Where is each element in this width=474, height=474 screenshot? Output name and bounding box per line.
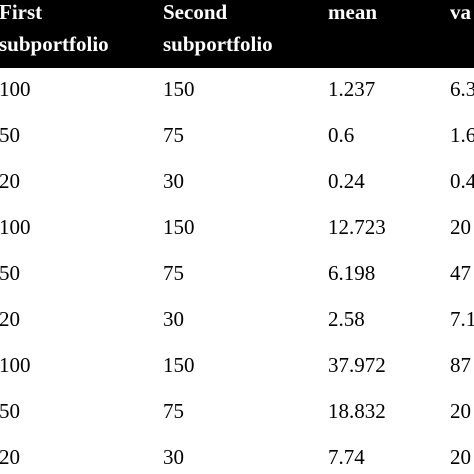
table-cell: 30 xyxy=(163,169,184,193)
table-cell: 75 xyxy=(163,399,184,423)
table-cell: 6.198 xyxy=(328,261,375,285)
table-cell: 37.972 xyxy=(328,353,386,377)
table-cell: 100 xyxy=(0,353,31,377)
table-cell: 18.832 xyxy=(328,399,386,423)
table-cell: 20 xyxy=(450,215,471,239)
header-cell: Second xyxy=(163,0,228,24)
table-cell: 50 xyxy=(0,399,20,423)
table-cell: 100 xyxy=(0,77,31,101)
table-cell: 20 xyxy=(450,445,471,469)
table-cell: 2.58 xyxy=(328,307,365,331)
table-cell: 6.3 xyxy=(450,77,474,101)
table-cell: 20 xyxy=(0,169,20,193)
table-cell: 30 xyxy=(163,307,184,331)
table-cell: 20 xyxy=(0,445,20,469)
table-cell: 20 xyxy=(0,307,20,331)
header-cell: mean xyxy=(328,0,377,24)
header-cell: va xyxy=(450,0,472,24)
header-cell: First xyxy=(0,0,42,24)
table-cell: 0.24 xyxy=(328,169,365,193)
table-cell: 150 xyxy=(163,215,195,239)
table-cell: 12.723 xyxy=(328,215,386,239)
table-cell: 7.1 xyxy=(450,307,474,331)
table-cell: 47 xyxy=(450,261,471,285)
table-cell: 1.6 xyxy=(450,123,474,147)
table-cell: 0.6 xyxy=(328,123,354,147)
header-cell: subportfolio xyxy=(0,32,109,56)
table-cell: 75 xyxy=(163,123,184,147)
table-cell: 100 xyxy=(0,215,31,239)
table-cell: 87 xyxy=(450,353,471,377)
table-cell: 20 xyxy=(450,399,471,423)
table-cell: 30 xyxy=(163,445,184,469)
table-cell: 150 xyxy=(163,77,195,101)
header-background xyxy=(0,0,474,68)
table-cell: 50 xyxy=(0,261,20,285)
table-cell: 75 xyxy=(163,261,184,285)
header-cell: subportfolio xyxy=(163,32,273,56)
table-cell: 0.4 xyxy=(450,169,474,193)
table-cell: 150 xyxy=(163,353,195,377)
table-cell: 50 xyxy=(0,123,20,147)
table-cell: 7.74 xyxy=(328,445,365,469)
table-cell: 1.237 xyxy=(328,77,375,101)
